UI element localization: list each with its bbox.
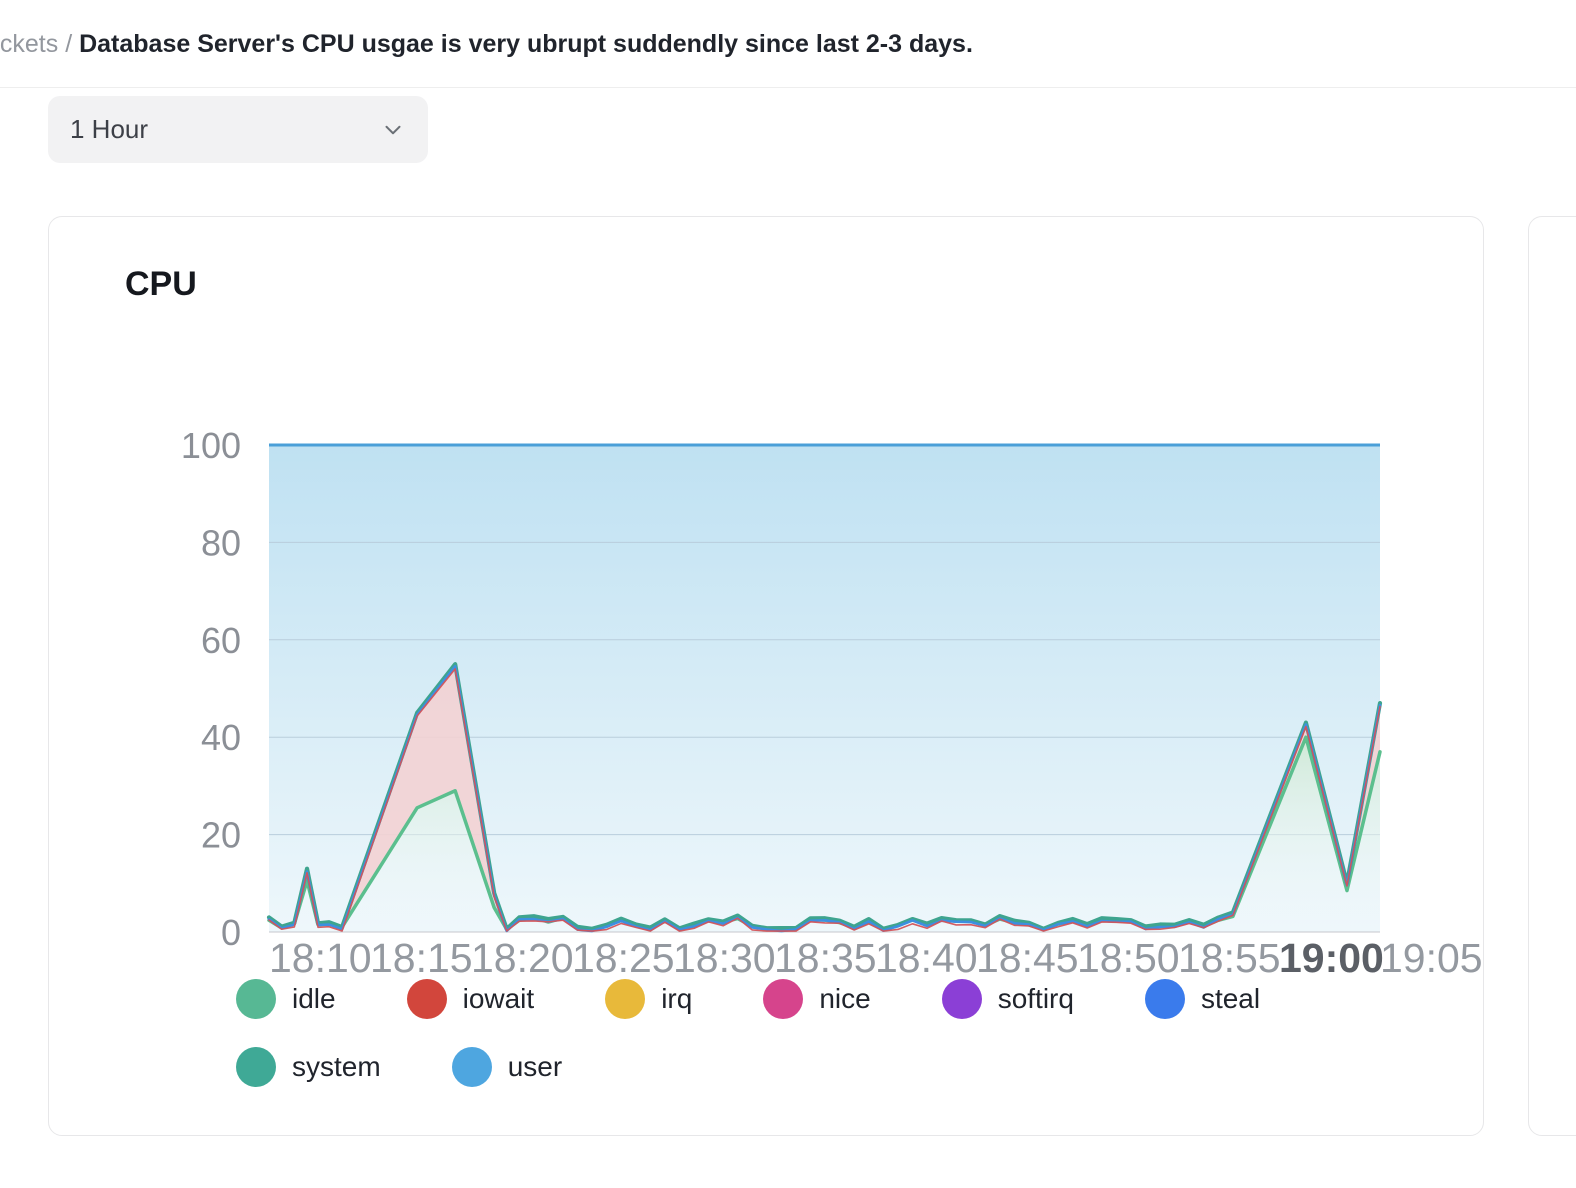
svg-text:20: 20: [201, 815, 241, 856]
svg-text:18:35: 18:35: [774, 935, 877, 981]
svg-text:18:25: 18:25: [572, 935, 675, 981]
svg-text:18:40: 18:40: [875, 935, 978, 981]
svg-text:19:05: 19:05: [1380, 935, 1483, 981]
svg-text:18:30: 18:30: [673, 935, 776, 981]
svg-text:18:50: 18:50: [1077, 935, 1180, 981]
svg-text:18:55: 18:55: [1178, 935, 1281, 981]
svg-text:18:45: 18:45: [976, 935, 1079, 981]
svg-text:18:10: 18:10: [269, 935, 372, 981]
svg-text:60: 60: [201, 620, 241, 661]
svg-text:19:00: 19:00: [1279, 935, 1384, 981]
svg-text:18:20: 18:20: [471, 935, 574, 981]
svg-text:80: 80: [201, 522, 241, 563]
svg-text:18:15: 18:15: [370, 935, 473, 981]
svg-text:40: 40: [201, 717, 241, 758]
svg-text:0: 0: [221, 912, 241, 953]
svg-text:100: 100: [181, 427, 241, 466]
